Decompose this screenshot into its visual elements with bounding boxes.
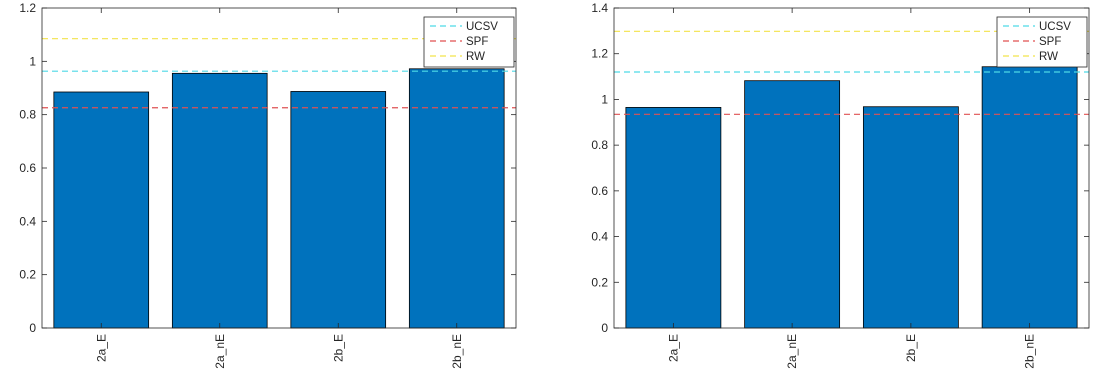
y-tick-label: 0 xyxy=(29,321,36,335)
y-tick-label: 1.2 xyxy=(591,47,608,61)
legend-label-spf: SPF xyxy=(466,36,488,48)
y-tick-label: 0.6 xyxy=(19,161,36,175)
legend-box xyxy=(423,16,515,68)
y-tick-label: 0.2 xyxy=(19,268,36,282)
x-tick-label: 2b_E xyxy=(331,334,345,362)
y-tick-label: 0.8 xyxy=(19,108,36,122)
y-tick-label: 1.4 xyxy=(591,1,608,15)
bar-2a_nE xyxy=(744,80,841,329)
y-tick-label: 0.4 xyxy=(591,230,608,244)
bar-2b_nE xyxy=(981,66,1078,329)
bar-2a_E xyxy=(625,107,722,329)
chart-panel-1: 0 0.2 0.4 0.6 0.8 1 1.2 2a_E 2a_nE 2b_E 2b_nE UCSV S… xyxy=(19,1,517,369)
y-tick-label: 0.8 xyxy=(591,138,608,152)
legend-label-spf: SPF xyxy=(1039,36,1061,48)
legend: UCSV SPF RW xyxy=(996,16,1088,68)
y-tick-label: 1 xyxy=(29,54,36,68)
bar-2a_E xyxy=(53,91,150,329)
legend-label-ucsv: UCSV xyxy=(1039,21,1071,33)
x-tick-label: 2b_nE xyxy=(450,334,464,369)
x-tick-label: 2a_nE xyxy=(213,334,227,369)
bar-2b_E xyxy=(862,106,959,329)
x-tick-label: 2b_E xyxy=(904,334,918,362)
legend-label-ucsv: UCSV xyxy=(466,21,498,33)
bar-2a_nE xyxy=(171,72,268,329)
y-tick-label: 1.2 xyxy=(19,1,36,15)
y-tick-label: 0.6 xyxy=(591,184,608,198)
x-tick-label: 2b_nE xyxy=(1023,334,1037,369)
y-tick-label: 0 xyxy=(601,321,608,335)
legend-label-rw: RW xyxy=(1039,51,1058,63)
chart-panel-2: 0 0.2 0.4 0.6 0.8 1 1.2 1.4 2a_E 2a_nE 2b_E 2b_nE UC… xyxy=(591,1,1090,369)
x-tick-label: 2a_nE xyxy=(785,334,799,369)
y-tick-label: 0.2 xyxy=(591,275,608,289)
bar-2b_nE xyxy=(408,68,505,329)
axes-box xyxy=(613,7,1090,329)
y-tick-label: 1 xyxy=(601,92,608,106)
x-tick-label: 2a_E xyxy=(94,334,108,362)
legend-box xyxy=(996,16,1088,68)
x-tick-label: 2a_E xyxy=(666,334,680,362)
bar-2b_E xyxy=(290,91,387,329)
legend-label-rw: RW xyxy=(466,51,485,63)
legend: UCSV SPF RW xyxy=(423,16,515,68)
y-tick-label: 0.4 xyxy=(19,214,36,228)
